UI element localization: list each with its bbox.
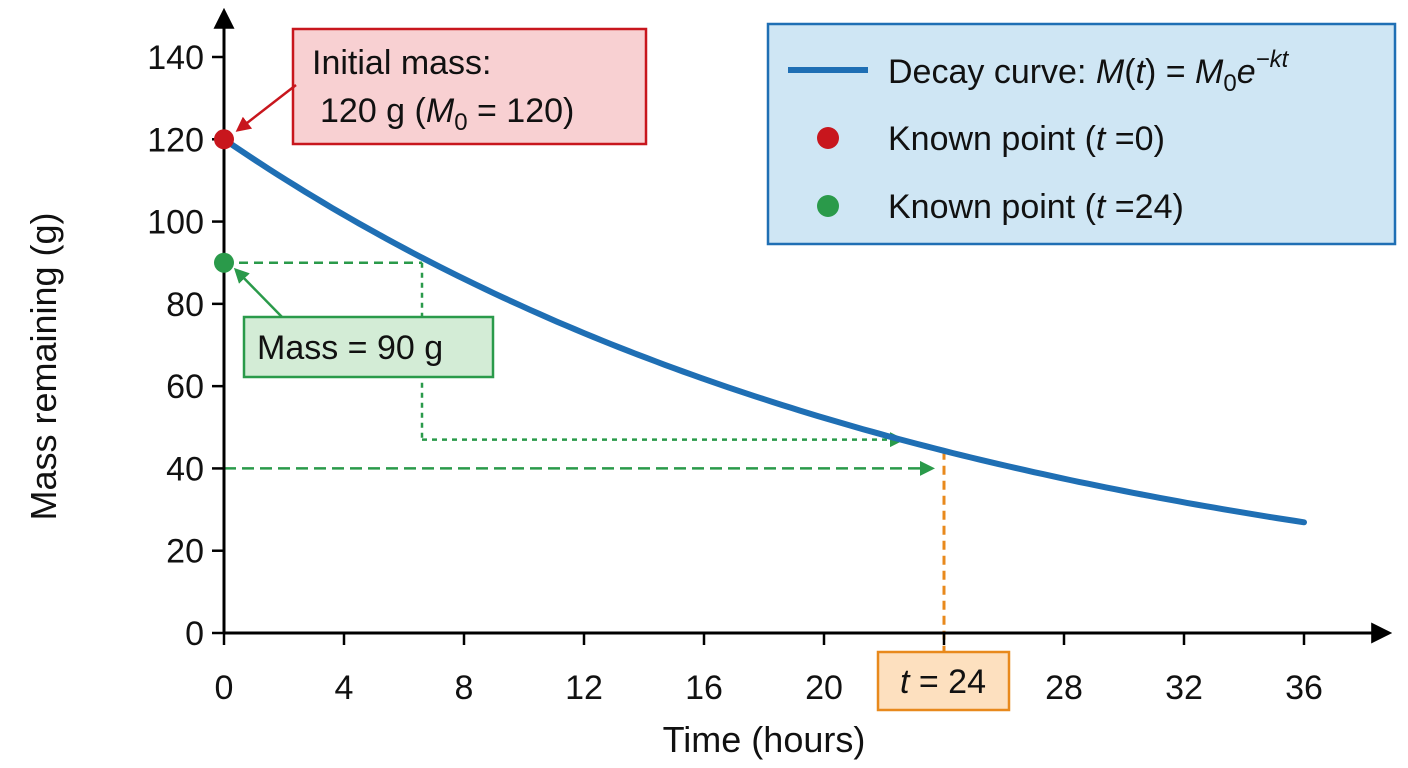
guide-lines xyxy=(224,261,946,652)
legend-box xyxy=(766,22,1397,246)
x-tick-label: 36 xyxy=(1285,669,1323,707)
y-tick-label: 80 xyxy=(166,286,204,324)
x-tick-label: 28 xyxy=(1045,669,1083,707)
y-axis-ticks: 0 20 40 60 80 100 120 140 xyxy=(147,39,224,653)
y-tick-label: 20 xyxy=(166,533,204,571)
legend-green-label: Known point (t =24) xyxy=(888,188,1184,226)
decay-curve-line xyxy=(221,136,1307,526)
x-tick-label: 16 xyxy=(685,669,723,707)
initial-mass-annotation: Initial mass: 120 g (M0 = 120) xyxy=(235,27,648,146)
y-tick-label: 60 xyxy=(166,368,204,406)
legend-green-swatch xyxy=(817,195,839,217)
known-point-t24 xyxy=(214,252,234,273)
mass-box-text: Mass = 90 g xyxy=(257,329,443,367)
y-tick-label: 0 xyxy=(185,615,204,653)
mass-annotation: Mass = 90 g xyxy=(233,267,495,379)
legend-decay-label: Decay curve: M(t) = M0e−kt xyxy=(888,46,1290,97)
mass-arrow xyxy=(233,267,283,318)
y-tick-label: 40 xyxy=(166,450,204,488)
initial-mass-line1: Initial mass: xyxy=(312,44,492,82)
initial-mass-box xyxy=(291,27,648,146)
x-tick-label: 4 xyxy=(335,669,354,707)
x-tick-label: 12 xyxy=(565,669,603,707)
legend: Decay curve: M(t) = M0e−kt Known point (… xyxy=(766,22,1397,246)
t24-box-text: t = 24 xyxy=(900,663,986,701)
t24-box xyxy=(876,650,1011,712)
legend-red-swatch xyxy=(817,127,839,149)
axes xyxy=(213,7,1393,644)
legend-red-label: Known point (t =0) xyxy=(888,120,1165,158)
mass-box xyxy=(242,315,495,379)
y-tick-label: 100 xyxy=(147,204,204,242)
y-axis-title: Mass remaining (g) xyxy=(23,212,64,520)
initial-mass-line2: 120 g (M0 = 120) xyxy=(320,92,574,136)
initial-mass-arrow xyxy=(235,84,297,132)
y-tick-label: 140 xyxy=(147,39,204,77)
x-tick-label: 8 xyxy=(455,669,474,707)
x-tick-label: 0 xyxy=(215,669,234,707)
y-tick-label: 120 xyxy=(147,121,204,159)
t24-annotation: t = 24 xyxy=(876,650,1011,712)
x-tick-label: 32 xyxy=(1165,669,1203,707)
x-axis-ticks: 0 4 8 12 16 20 28 32 36 xyxy=(215,633,1323,707)
x-tick-label: 20 xyxy=(805,669,843,707)
known-point-t0 xyxy=(214,129,234,150)
x-axis-title: Time (hours) xyxy=(663,719,866,760)
